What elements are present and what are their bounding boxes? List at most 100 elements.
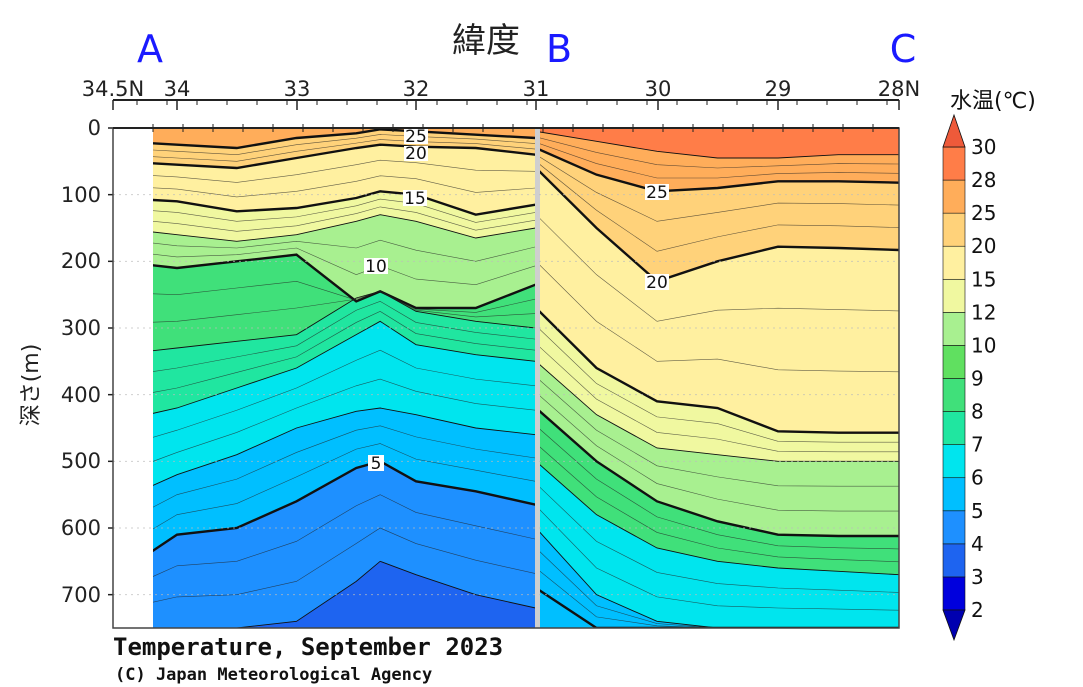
y-tick-label: 200: [61, 249, 101, 273]
section-bc-thin-line: [540, 483, 899, 593]
section-ab-isotherm-25: [153, 128, 536, 150]
x-tick-label: 30: [645, 77, 672, 101]
section-ab-thin-line: [153, 310, 536, 400]
colorbar-band: [942, 576, 966, 611]
colorbar-tick-label: 25: [971, 201, 996, 225]
x-tick-label: 33: [284, 77, 311, 101]
colorbar-tick-label: 8: [971, 400, 984, 424]
colorbar-band: [942, 378, 966, 412]
section-ab-thin-line: [153, 425, 536, 527]
section-bc-thin-line: [540, 136, 899, 169]
section-ab-thin-line: [153, 134, 536, 155]
x-tick-label: 28N: [878, 77, 920, 101]
colorbar-tick-label: 5: [971, 499, 984, 523]
section-divider: [535, 128, 540, 628]
colorbar-min-arrow: [942, 609, 966, 642]
colorbar: 2 3 4 5 6 7 8 9 10 12 15 20 25 28 30: [942, 113, 996, 642]
x-tick-marks: [112, 100, 900, 132]
contour-label-25-bc: 25: [646, 183, 668, 203]
section-label-c: C: [890, 27, 917, 71]
colorbar-band: [942, 179, 966, 214]
section-bc-thin-line: [540, 154, 899, 222]
section-ab-thin-line: [153, 494, 536, 593]
section-bc-isotherm-20: [540, 166, 899, 283]
colorbar-band: [942, 245, 966, 280]
section-bc-thin-line: [540, 376, 899, 487]
section-ab-isotherm-20: [153, 143, 536, 170]
x-tick-label: 34: [164, 77, 191, 101]
section-ab-thin-line: [153, 159, 536, 183]
x-tick-label: 31: [523, 77, 550, 101]
section-ab-thin-line: [153, 247, 536, 285]
section-bc-thin-line: [540, 261, 899, 373]
section-ab-thin-line: [153, 443, 536, 551]
section-ab-thin-line: [153, 206, 536, 232]
section-bc-thin-line: [540, 505, 899, 611]
colorbar-band: [942, 278, 966, 313]
section-ab-thin-line: [153, 139, 536, 162]
section-bc-isotherm-6: [540, 527, 899, 628]
section-bc-thin-line: [540, 443, 899, 563]
y-tick-label: 700: [61, 583, 101, 607]
section-bc-isotherm-28: [540, 130, 899, 159]
section-ab-thin-line: [153, 301, 536, 378]
section-ab-thin-line: [153, 349, 536, 449]
section-ab-thin-line: [153, 291, 536, 324]
contour-label-20-ab: 20: [405, 144, 427, 164]
section-ab-isotherm-8: [153, 290, 536, 356]
x-tick-label: 34.5N: [82, 77, 144, 101]
colorbar-band: [942, 510, 966, 545]
section-bc-thin-line: [540, 392, 899, 512]
colorbar-tick-label: 7: [971, 433, 984, 457]
colorbar-tick-label: 3: [971, 565, 984, 589]
colorbar-tick-label: 2: [971, 598, 984, 622]
colorbar-band: [942, 543, 966, 578]
section-bc-thin-line: [540, 161, 899, 252]
chart-title: Temperature, September 2023: [113, 633, 503, 661]
section-ab-isotherm-6: [153, 407, 536, 502]
colorbar-title: 水温(℃): [950, 89, 1036, 114]
colorbar-band: [942, 477, 966, 512]
y-tick-label: 300: [61, 316, 101, 340]
colorbar-tick-label: 30: [971, 135, 996, 159]
section-bc-thin-line: [540, 325, 899, 443]
section-ab-isotherm-4: [153, 560, 536, 628]
y-tick-label: 400: [61, 383, 101, 407]
colorbar-tick-label: 28: [971, 168, 996, 192]
y-tick-label: 100: [61, 183, 101, 207]
section-label-a: A: [137, 27, 163, 71]
colorbar-tick-label: 9: [971, 367, 984, 391]
section-ab-thin-line: [153, 378, 536, 475]
contour-label-25-ab: 25: [405, 127, 427, 147]
section-ab-isotherm-7: [153, 320, 536, 422]
x-axis-title: 緯度: [452, 21, 520, 61]
section-bc-isotherm-8: [540, 460, 899, 576]
colorbar-band: [942, 312, 966, 346]
colorbar-tick-label: 20: [971, 234, 996, 258]
section-ab-thin-line: [153, 281, 536, 313]
colorbar-tick-label: 6: [971, 466, 984, 490]
y-tick-label: 0: [88, 116, 101, 140]
x-tick-label: 32: [403, 77, 430, 101]
section-bc-thin-line: [540, 142, 899, 179]
section-bc-thin-line: [540, 343, 899, 453]
section-bc-band-28: [540, 128, 899, 158]
colorbar-tick-label: 10: [971, 333, 996, 357]
colorbar-max-arrow: [942, 113, 966, 148]
contour-label-5-ab: 5: [371, 454, 382, 474]
section-bc-thin-line: [540, 425, 899, 550]
section-ab-isotherm-15: [153, 190, 536, 216]
colorbar-band: [942, 212, 966, 247]
section-bc-thin-line: [540, 567, 899, 628]
y-tick-label: 600: [61, 516, 101, 540]
colorbar-tick-label: 12: [971, 300, 996, 324]
y-axis-title: 深さ(m): [19, 344, 44, 427]
contour-label-10-ab: 10: [365, 257, 387, 277]
x-tick-label: 29: [765, 77, 792, 101]
section-ab-isotherm-12: [153, 214, 536, 242]
colorbar-band: [942, 411, 966, 445]
section-bc-isotherm-25: [540, 146, 899, 193]
colorbar-band: [942, 444, 966, 479]
colorbar-tick-label: 15: [971, 267, 996, 291]
